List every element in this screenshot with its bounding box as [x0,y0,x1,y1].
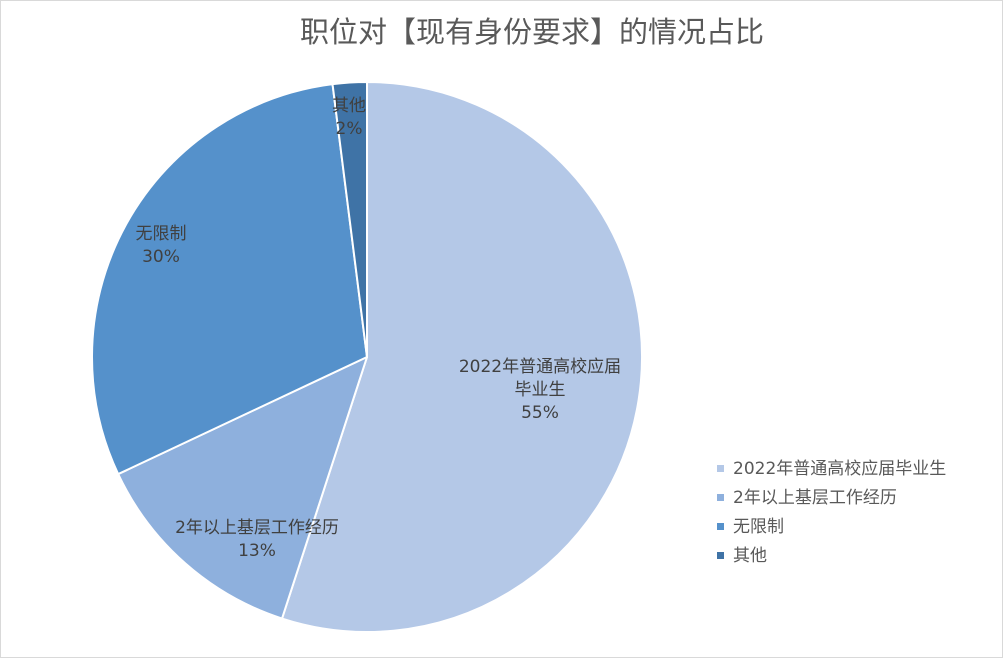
legend-label-4: 其他 [733,545,767,566]
legend-item-3: 无限制 [717,512,946,541]
data-label-percent-3: 30% [142,247,180,267]
legend-item-2: 2年以上基层工作经历 [717,483,946,512]
data-label-category-4: 其他 [332,96,366,116]
pie-slices [91,81,643,633]
legend-label-3: 无限制 [733,516,784,537]
chart-title: 职位对【现有身份要求】的情况占比 [299,15,765,49]
pie-slice-4 [331,81,368,358]
legend-swatch-3 [717,523,724,530]
legend-label-1: 2022年普通高校应届毕业生 [733,458,947,479]
legend-swatch-2 [717,494,724,501]
legend-swatch-4 [717,552,724,559]
legend-swatch-1 [717,465,724,472]
pie-slice-1 [281,81,643,633]
legend-item-1: 2022年普通高校应届毕业生 [717,454,946,483]
data-label-percent-1: 55% [521,403,559,423]
data-labels: 2022年普通高校应届毕业生 55% 2年以上基层工作经历 13% 无限制 30% 其他 2% [136,96,622,561]
data-label-category-1: 2022年普通高校应届毕业生 [459,357,621,400]
data-label-percent-4: 2% [336,119,363,139]
data-label-category-3: 无限制 [136,224,187,244]
data-label-category-2: 2年以上基层工作经历 [175,518,339,538]
legend-label-2: 2年以上基层工作经历 [733,487,897,508]
legend: 2022年普通高校应届毕业生 2年以上基层工作经历 无限制 其他 [717,454,946,570]
pie-slice-3 [91,83,368,476]
data-label-percent-2: 13% [238,541,276,561]
legend-item-4: 其他 [717,541,946,570]
pie-slice-2 [117,356,368,620]
